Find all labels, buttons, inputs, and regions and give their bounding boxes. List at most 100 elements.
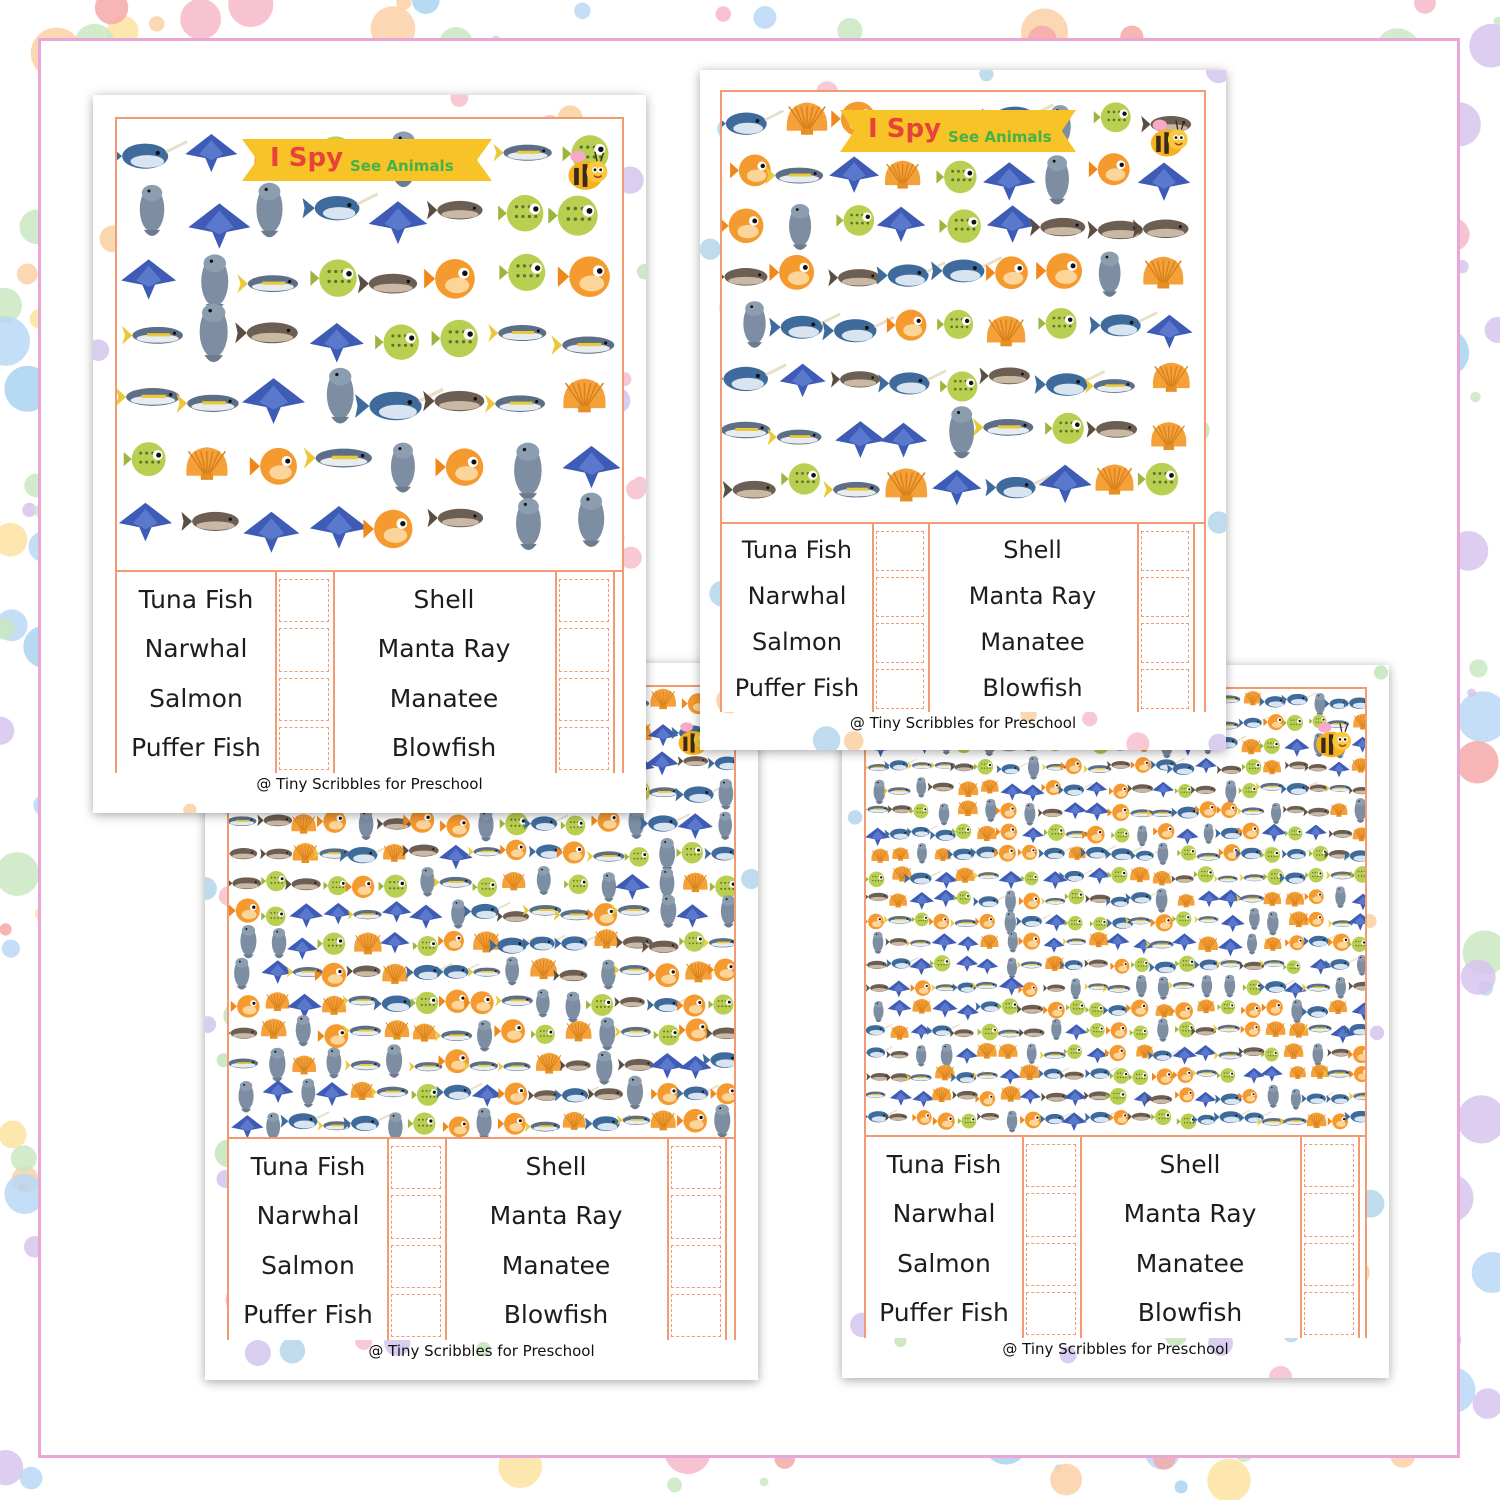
table-divider: [1193, 524, 1195, 712]
shell-icon: [291, 814, 316, 834]
blowfish-icon: [531, 1024, 555, 1044]
count-box[interactable]: [671, 1293, 721, 1337]
count-box[interactable]: [1026, 1242, 1076, 1286]
shell-icon: [1289, 1022, 1309, 1038]
salmon-icon: [559, 1060, 591, 1071]
manta-icon: [368, 201, 428, 245]
puffer-icon: [1238, 1088, 1258, 1104]
puffer-icon: [929, 913, 950, 930]
salmon-icon: [1086, 420, 1138, 438]
manta-icon: [1351, 1002, 1365, 1021]
count-box[interactable]: [279, 726, 329, 770]
salmon-icon: [866, 984, 889, 992]
blowfish-icon: [957, 1113, 977, 1129]
puffer-icon: [1216, 801, 1238, 818]
manta-icon: [866, 827, 891, 847]
tuna-icon: [467, 967, 501, 978]
table-divider: [333, 572, 335, 773]
manta-icon: [1220, 914, 1245, 933]
manta-icon: [243, 511, 300, 553]
count-box[interactable]: [1026, 1193, 1076, 1237]
count-box[interactable]: [876, 623, 924, 663]
count-box[interactable]: [1141, 577, 1189, 617]
manatee-icon: [1026, 1043, 1037, 1064]
tuna-icon: [522, 904, 562, 917]
count-box[interactable]: [559, 579, 609, 623]
count-box[interactable]: [1304, 1193, 1354, 1237]
tuna-icon: [1084, 378, 1135, 394]
count-box[interactable]: [1141, 669, 1189, 709]
count-box[interactable]: [1304, 1291, 1354, 1335]
count-box[interactable]: [1026, 1291, 1076, 1335]
tuna-icon: [432, 876, 472, 889]
blowfish-icon: [1086, 1023, 1105, 1038]
count-box[interactable]: [559, 677, 609, 721]
manta-icon: [1194, 1091, 1217, 1108]
tuna-icon: [1102, 984, 1131, 994]
count-box[interactable]: [876, 577, 924, 617]
manta-icon: [998, 870, 1024, 890]
manta-icon: [1106, 933, 1130, 951]
manatee-icon: [1137, 825, 1148, 847]
count-box[interactable]: [1304, 1242, 1354, 1286]
blowfish-icon: [911, 912, 929, 927]
salmon-icon: [357, 273, 418, 294]
blowfish-icon: [1109, 1068, 1130, 1084]
manatee-icon: [199, 303, 228, 363]
count-box[interactable]: [1026, 1144, 1076, 1188]
count-box[interactable]: [1304, 1144, 1354, 1188]
count-box[interactable]: [279, 628, 329, 672]
tuna-icon: [343, 1025, 382, 1037]
blowfish-icon: [548, 195, 598, 236]
count-box[interactable]: [1141, 623, 1189, 663]
count-box[interactable]: [876, 531, 924, 571]
count-box[interactable]: [391, 1195, 441, 1239]
puffer-icon: [1017, 844, 1038, 860]
animal-field: [722, 92, 1204, 522]
salmon-icon: [1040, 1092, 1068, 1102]
manta-icon: [1084, 802, 1110, 821]
narwhal-icon: [931, 256, 1003, 283]
count-box[interactable]: [671, 1244, 721, 1288]
tuna-icon: [1062, 937, 1087, 946]
count-box[interactable]: [1141, 531, 1189, 571]
count-box[interactable]: [876, 669, 924, 709]
manatee-icon: [240, 925, 257, 959]
count-box[interactable]: [279, 677, 329, 721]
shell-icon: [1310, 1064, 1329, 1079]
shell-icon: [981, 779, 999, 794]
count-box[interactable]: [559, 726, 609, 770]
item-label-left: Puffer Fish: [243, 1299, 373, 1329]
count-box[interactable]: [391, 1244, 441, 1288]
manatee-icon: [536, 989, 550, 1018]
manatee-icon: [326, 1047, 342, 1079]
tuna-icon: [117, 388, 180, 406]
narwhal-icon: [1038, 1067, 1070, 1079]
table-divider: [1080, 1137, 1082, 1338]
narwhal-icon: [996, 762, 1028, 775]
blowfish-icon: [498, 194, 544, 232]
count-box[interactable]: [391, 1293, 441, 1337]
title-i-spy: I Spy: [270, 143, 344, 173]
manta-icon: [562, 445, 621, 489]
manta-icon: [1086, 781, 1108, 798]
manatee-icon: [1098, 251, 1121, 297]
count-box[interactable]: [671, 1195, 721, 1239]
narwhal-icon: [1125, 890, 1161, 904]
manatee-icon: [1045, 155, 1069, 205]
salmon-icon: [528, 1090, 560, 1101]
title-banner: I Spy See Animals: [840, 110, 1076, 152]
puffer-icon: [994, 844, 1016, 862]
count-box[interactable]: [559, 628, 609, 672]
shell-icon: [980, 934, 999, 949]
count-box[interactable]: [671, 1146, 721, 1190]
count-box[interactable]: [391, 1146, 441, 1190]
count-box[interactable]: [279, 579, 329, 623]
manatee-icon: [1224, 974, 1236, 998]
narwhal-icon: [866, 1045, 894, 1058]
puffer-icon: [769, 254, 815, 290]
narwhal-icon: [405, 962, 453, 980]
tuna-icon: [866, 1091, 886, 1099]
puffer-icon: [363, 509, 413, 549]
manta-icon: [309, 322, 364, 363]
